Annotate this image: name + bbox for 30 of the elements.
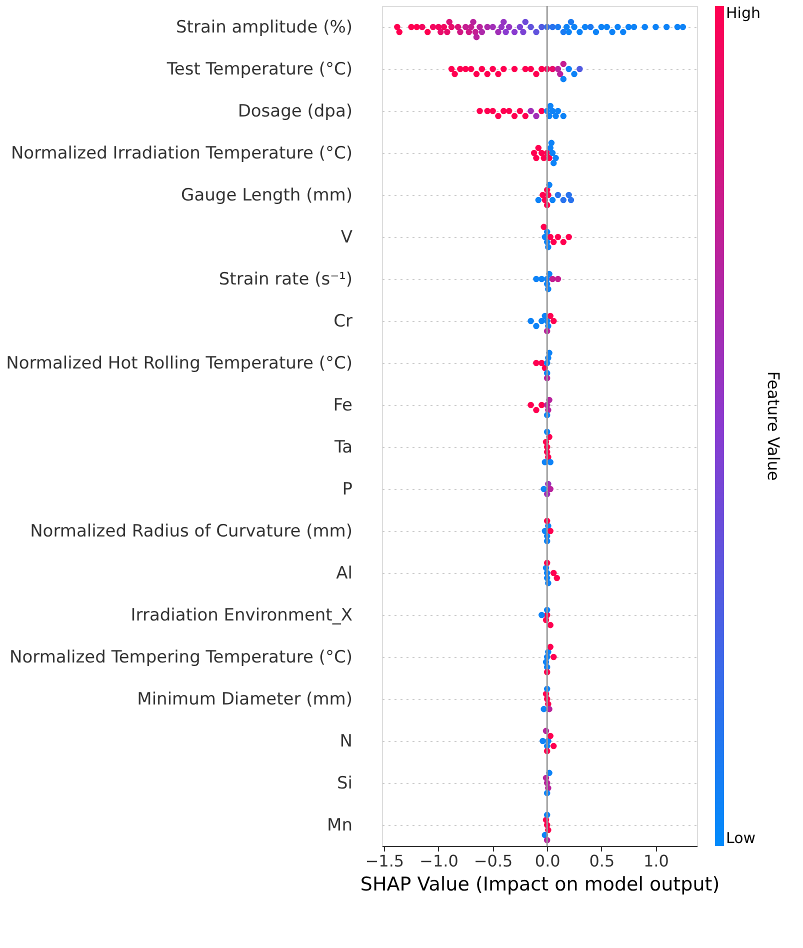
y-tick-label: Normalized Hot Rolling Temperature (°C) (6, 354, 352, 374)
y-tick-label: N (340, 732, 352, 752)
y-tick-label: Cr (334, 312, 353, 332)
y-tick-label: Gauge Length (mm) (181, 186, 352, 206)
y-tick-label: Mn (327, 816, 352, 836)
y-tick-label: Normalized Tempering Temperature (°C) (10, 648, 352, 668)
x-tick-label: 0.0 (534, 852, 560, 870)
color-bar-label: Low (726, 829, 756, 847)
y-tick-label: Fe (333, 396, 352, 416)
y-tick-label: Normalized Irradiation Temperature (°C) (10, 144, 352, 164)
y-tick-label: Strain amplitude (%) (176, 18, 352, 38)
color-bar-label: High (726, 4, 760, 22)
y-tick-label: Normalized Radius of Curvature (mm) (30, 522, 352, 542)
x-tick-label: 0.5 (589, 852, 615, 870)
x-axis-title: SHAP Value (Impact on model output) (360, 874, 720, 896)
y-tick-label: Irradiation Environment_X (130, 606, 353, 626)
y-tick-label: Al (336, 564, 352, 584)
y-tick-label: V (340, 228, 353, 248)
y-tick-label: Dosage (dpa) (238, 102, 352, 122)
x-tick-label: −1.5 (365, 852, 404, 870)
x-tick-label: −1.0 (420, 852, 458, 870)
y-tick-label: P (342, 480, 352, 500)
color-bar-title: Feature Value (764, 371, 783, 481)
y-tick-label: Strain rate (s⁻¹) (218, 270, 352, 290)
x-tick-label: −0.5 (474, 852, 513, 870)
y-tick-label: Test Temperature (°C) (166, 60, 352, 80)
x-tick-label: 1.0 (644, 852, 669, 870)
y-tick-label: Ta (334, 438, 352, 458)
y-tick-label: Minimum Diameter (mm) (137, 690, 352, 710)
y-tick-label: Si (336, 774, 352, 794)
